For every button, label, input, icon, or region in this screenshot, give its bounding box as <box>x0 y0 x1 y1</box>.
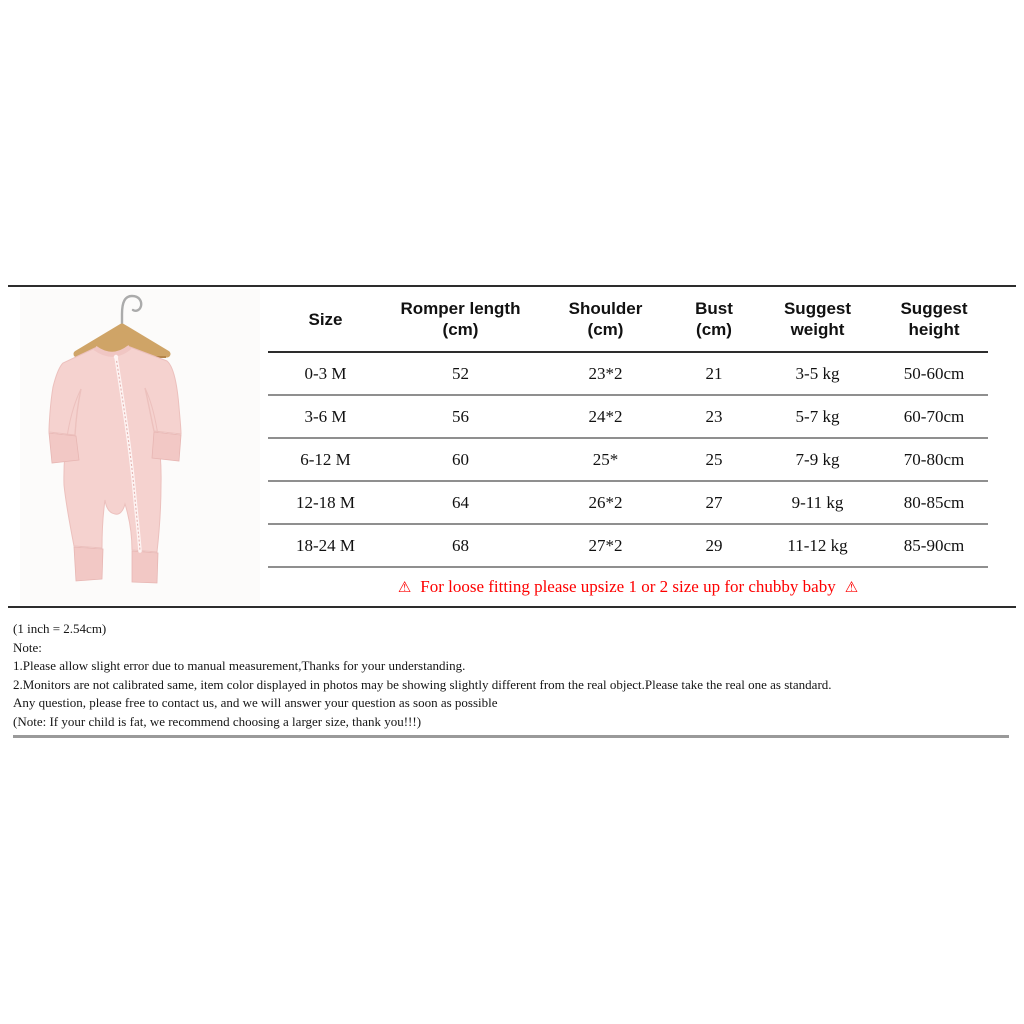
fit-warning-note: ⚠ For loose fitting please upsize 1 or 2… <box>268 568 988 606</box>
note-line-1: 1.Please allow slight error due to manua… <box>13 658 466 674</box>
cell-height: 70-80cm <box>903 449 965 469</box>
fit-warning-text: For loose fitting please upsize 1 or 2 s… <box>420 577 836 596</box>
cell-height: 50-60cm <box>903 363 965 383</box>
product-photo <box>20 289 260 605</box>
cell-height: 85-90cm <box>903 535 965 555</box>
cell-shoulder: 23*2 <box>588 363 623 383</box>
header-suggest-weight-line2: weight <box>790 320 845 339</box>
cell-weight: 7-9 kg <box>795 449 840 469</box>
cell-weight: 9-11 kg <box>791 492 844 512</box>
cell-shoulder: 27*2 <box>588 535 623 555</box>
sleeve-shading <box>74 387 155 436</box>
cell-shoulder: 26*2 <box>588 492 623 512</box>
cell-weight: 3-5 kg <box>795 363 840 383</box>
header-suggest-weight-line1: Suggest <box>783 299 852 318</box>
cell-weight: 5-7 kg <box>795 406 840 426</box>
top-divider <box>8 285 1016 287</box>
cell-size: 12-18 M <box>295 492 356 512</box>
note-line-3: Any question, please free to contact us,… <box>13 695 498 711</box>
cell-shoulder: 25* <box>592 449 619 469</box>
cell-size: 18-24 M <box>295 535 356 555</box>
right-sleeve-cuff <box>151 431 182 462</box>
header-bust: Bust (cm) <box>673 298 755 340</box>
header-suggest-height-line1: Suggest <box>900 299 968 318</box>
right-ankle-cuff <box>131 550 159 584</box>
note-line-4: (Note: If your child is fat, we recommen… <box>13 713 422 729</box>
note-line-2: 2.Monitors are not calibrated same, item… <box>13 676 832 692</box>
cell-bust: 27 <box>705 492 723 512</box>
notes-section: (1 inch = 2.54cm) Note: 1.Please allow s… <box>13 620 1013 732</box>
header-shoulder-line1: Shoulder <box>568 299 643 318</box>
neckband <box>93 344 132 357</box>
cell-length: 60 <box>452 449 469 469</box>
cell-bust: 21 <box>705 363 723 383</box>
cell-size: 6-12 M <box>300 449 351 469</box>
header-suggest-height-line2: height <box>908 320 960 339</box>
cell-bust: 25 <box>705 449 723 469</box>
cell-length: 52 <box>452 363 469 383</box>
table-header-row: Size Romper length (cm) Shoulder (cm) Bu… <box>268 287 988 353</box>
header-romper-length: Romper length (cm) <box>383 298 538 340</box>
table-row: 3-6 M 56 24*2 23 5-7 kg 60-70cm <box>268 396 988 439</box>
header-size: Size <box>268 309 383 330</box>
cell-bust: 23 <box>705 406 723 426</box>
footer-divider <box>13 735 1009 738</box>
header-suggest-weight: Suggest weight <box>755 298 880 340</box>
note-label: Note: <box>13 639 42 655</box>
table-row: 0-3 M 52 23*2 21 3-5 kg 50-60cm <box>268 353 988 396</box>
warning-triangle-icon: ⚠ <box>844 579 859 596</box>
header-suggest-height: Suggest height <box>880 298 988 340</box>
table-row: 18-24 M 68 27*2 29 11-12 kg 85-90cm <box>268 525 988 568</box>
header-romper-length-line1: Romper length <box>400 299 521 318</box>
cell-bust: 29 <box>705 535 723 555</box>
bottom-divider <box>8 606 1016 608</box>
table-row: 12-18 M 64 26*2 27 9-11 kg 80-85cm <box>268 482 988 525</box>
cell-shoulder: 24*2 <box>588 406 623 426</box>
header-bust-line1: Bust <box>695 299 733 318</box>
left-sleeve-cuff <box>48 432 80 464</box>
size-table: Size Romper length (cm) Shoulder (cm) Bu… <box>268 287 988 606</box>
hanger-hook-icon <box>120 294 143 331</box>
cell-size: 3-6 M <box>304 406 347 426</box>
header-bust-line2: (cm) <box>696 320 732 339</box>
header-shoulder: Shoulder (cm) <box>538 298 673 340</box>
cell-height: 60-70cm <box>903 406 965 426</box>
cell-height: 80-85cm <box>903 492 965 512</box>
left-ankle-cuff <box>73 546 104 582</box>
neck-snap <box>113 354 119 360</box>
warning-triangle-icon: ⚠ <box>397 579 412 596</box>
zipper <box>114 355 142 553</box>
cell-length: 68 <box>452 535 469 555</box>
table-row: 6-12 M 60 25* 25 7-9 kg 70-80cm <box>268 439 988 482</box>
cell-weight: 11-12 kg <box>787 535 848 555</box>
note-inch-conversion: (1 inch = 2.54cm) <box>13 621 107 636</box>
cell-size: 0-3 M <box>304 363 347 383</box>
cell-length: 56 <box>452 406 469 426</box>
header-size-line1: Size <box>308 309 343 329</box>
header-romper-length-line2: (cm) <box>442 320 479 339</box>
header-shoulder-line2: (cm) <box>587 320 624 339</box>
cell-length: 64 <box>452 492 469 512</box>
